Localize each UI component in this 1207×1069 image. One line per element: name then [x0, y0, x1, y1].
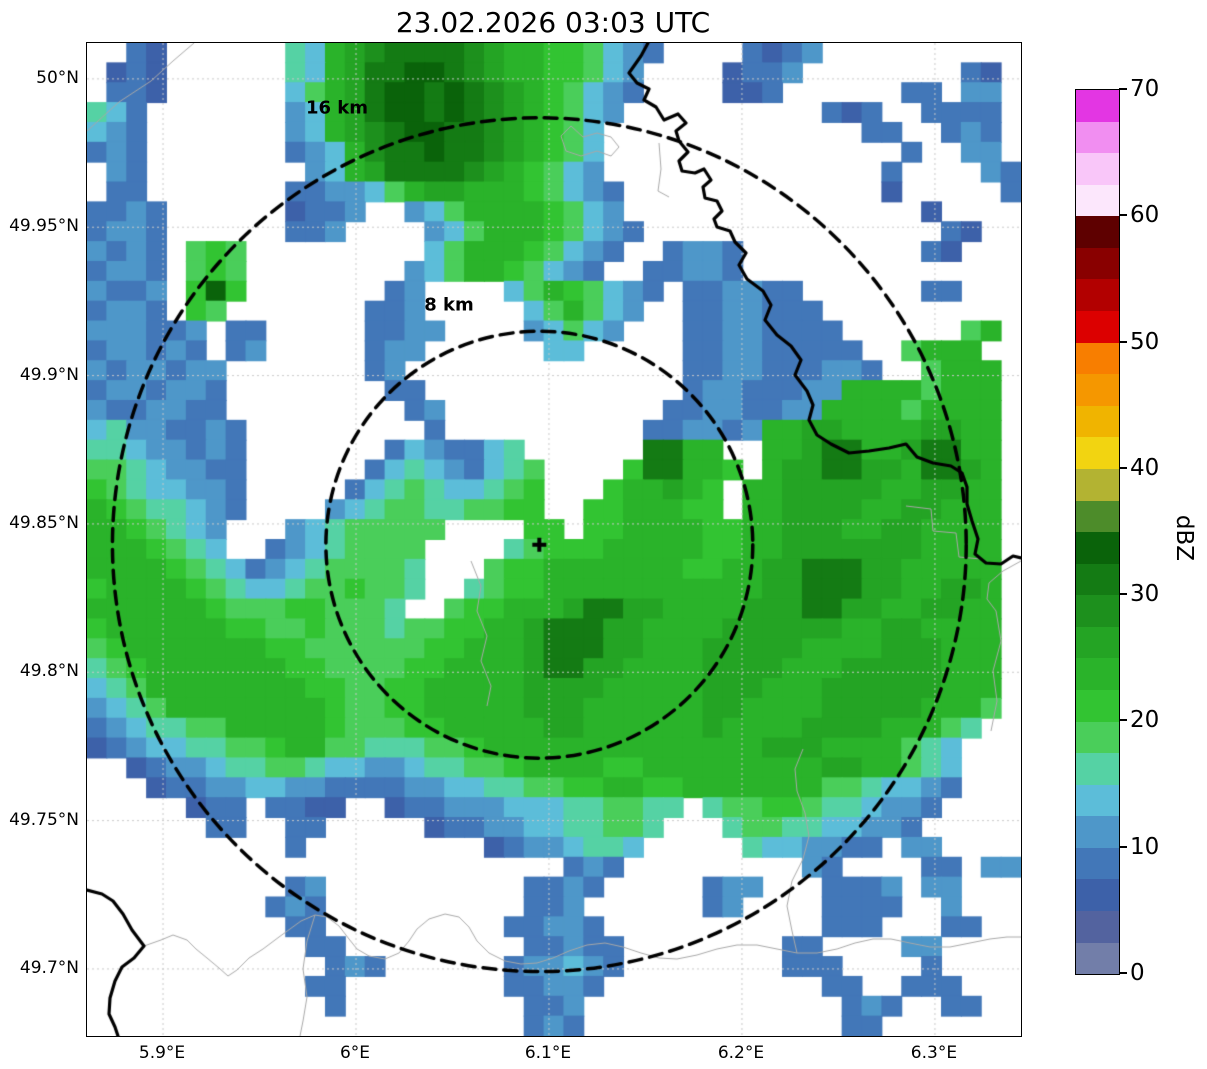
lat-tick-label: 49.8°N — [19, 661, 79, 682]
range-ring-label: 8 km — [424, 294, 474, 316]
colorbar-tick-label: 20 — [1130, 707, 1160, 734]
lon-tick-label: 5.9°E — [138, 1043, 186, 1063]
colorbar-tick-mark — [1119, 719, 1127, 722]
colorbar-tick-label: 40 — [1130, 454, 1160, 481]
colorbar-band — [1076, 90, 1119, 122]
colorbar-tick-label: 50 — [1130, 328, 1160, 355]
colorbar-band — [1076, 532, 1119, 564]
colorbar-band — [1076, 721, 1119, 754]
colorbar-band — [1076, 184, 1119, 217]
radar-reflectivity-canvas — [87, 43, 1021, 1036]
colorbar-band — [1076, 942, 1119, 975]
lat-tick-label: 49.9°N — [19, 364, 79, 385]
colorbar-band — [1076, 342, 1119, 375]
colorbar-tick-mark — [1119, 214, 1127, 217]
colorbar-band — [1076, 500, 1119, 533]
colorbar-band — [1076, 879, 1119, 912]
colorbar-band — [1076, 784, 1119, 817]
colorbar-band — [1076, 563, 1119, 596]
colorbar-band — [1076, 468, 1119, 501]
lon-tick-label: 6.2°E — [717, 1043, 765, 1063]
lat-tick-label: 50°N — [36, 67, 79, 88]
colorbar-band — [1076, 374, 1119, 406]
colorbar-band — [1076, 658, 1119, 690]
colorbar-tick-label: 30 — [1130, 581, 1160, 608]
colorbar-unit-label: dBZ — [1171, 514, 1197, 562]
colorbar-band — [1076, 753, 1119, 785]
lon-tick-label: 6.3°E — [910, 1043, 958, 1063]
colorbar-band — [1076, 911, 1119, 943]
colorbar-tick-mark — [1119, 88, 1127, 90]
lon-tick-label: 6.1°E — [524, 1043, 572, 1063]
colorbar-band — [1076, 153, 1119, 185]
page-title: 23.02.2026 03:03 UTC — [395, 6, 711, 39]
colorbar-tick-label: 10 — [1130, 833, 1160, 860]
colorbar-tick-label: 0 — [1130, 960, 1145, 986]
lat-tick-label: 49.7°N — [19, 957, 79, 978]
colorbar-band — [1076, 595, 1119, 627]
colorbar-band — [1076, 437, 1119, 469]
lat-tick-label: 49.85°N — [9, 512, 79, 533]
range-ring-label: 16 km — [305, 97, 369, 119]
colorbar-band — [1076, 689, 1119, 722]
lat-tick-label: 49.95°N — [9, 216, 79, 237]
colorbar-tick-mark — [1119, 340, 1127, 343]
colorbar-band — [1076, 626, 1119, 659]
colorbar-band — [1076, 405, 1119, 438]
map-plot-area — [86, 42, 1022, 1037]
colorbar-band — [1076, 847, 1119, 880]
lon-tick-label: 6°E — [339, 1043, 371, 1063]
colorbar-tick-label: 60 — [1130, 202, 1160, 229]
lat-tick-label: 49.75°N — [9, 809, 79, 830]
colorbar-band — [1076, 216, 1119, 248]
colorbar-tick-mark — [1119, 466, 1127, 469]
colorbar-band — [1076, 121, 1119, 154]
colorbar — [1075, 89, 1120, 975]
colorbar-band — [1076, 311, 1119, 343]
colorbar-band — [1076, 816, 1119, 848]
colorbar-band — [1076, 247, 1119, 280]
colorbar-tick-mark — [1119, 972, 1127, 974]
colorbar-tick-label: 70 — [1130, 76, 1160, 102]
colorbar-band — [1076, 279, 1119, 312]
colorbar-tick-mark — [1119, 845, 1127, 848]
colorbar-tick-mark — [1119, 593, 1127, 596]
